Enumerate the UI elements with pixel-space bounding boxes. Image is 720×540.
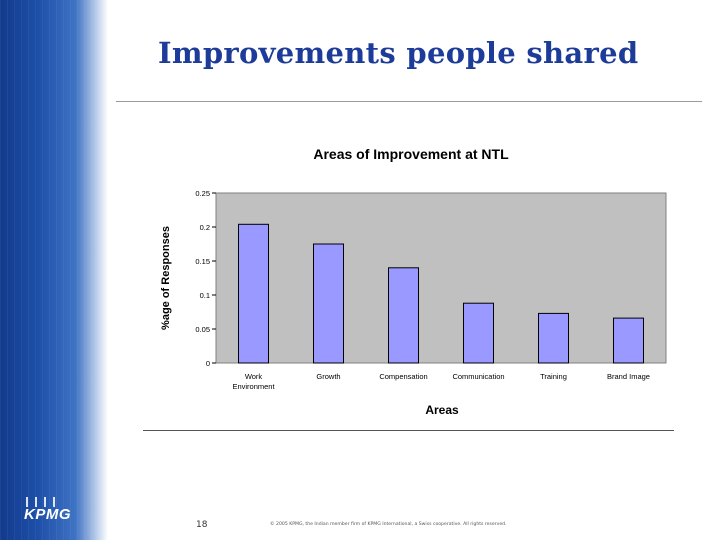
bar-training bbox=[538, 312, 569, 364]
left-decorative-band: KPMG bbox=[0, 0, 108, 540]
y-tick-label: 0.15 bbox=[195, 257, 210, 266]
x-axis-title: Areas bbox=[425, 403, 459, 417]
y-axis-title: %age of Responses bbox=[160, 226, 172, 330]
y-tick-label: 0 bbox=[206, 359, 210, 368]
x-tick-label: Growth bbox=[316, 372, 340, 381]
x-tick-label: Communication bbox=[452, 372, 504, 381]
x-tick-label: Brand Image bbox=[607, 372, 650, 381]
bottom-divider bbox=[143, 430, 674, 431]
y-tick-label: 0.05 bbox=[195, 325, 210, 334]
x-tick-label: Work Environment bbox=[232, 372, 275, 391]
bar-communication bbox=[463, 302, 494, 364]
slide-title: Improvements people shared bbox=[158, 36, 639, 70]
bar-compensation bbox=[388, 267, 419, 364]
x-tick-label: Training bbox=[540, 372, 567, 381]
bar-work-environment bbox=[238, 223, 269, 364]
y-tick-label: 0.25 bbox=[195, 189, 210, 198]
x-tick-label: Compensation bbox=[379, 372, 427, 381]
page-number: 18 bbox=[196, 520, 208, 530]
bar-growth bbox=[313, 243, 344, 364]
y-tick-label: 0.2 bbox=[200, 223, 210, 232]
bar-brand-image bbox=[613, 317, 644, 364]
y-tick-label: 0.1 bbox=[200, 291, 210, 300]
title-divider bbox=[116, 101, 702, 102]
chart-title: Areas of Improvement at NTL bbox=[313, 146, 509, 162]
copyright-notice: © 2005 KPMG, the Indian member firm of K… bbox=[270, 522, 507, 527]
plot-area bbox=[215, 192, 667, 364]
